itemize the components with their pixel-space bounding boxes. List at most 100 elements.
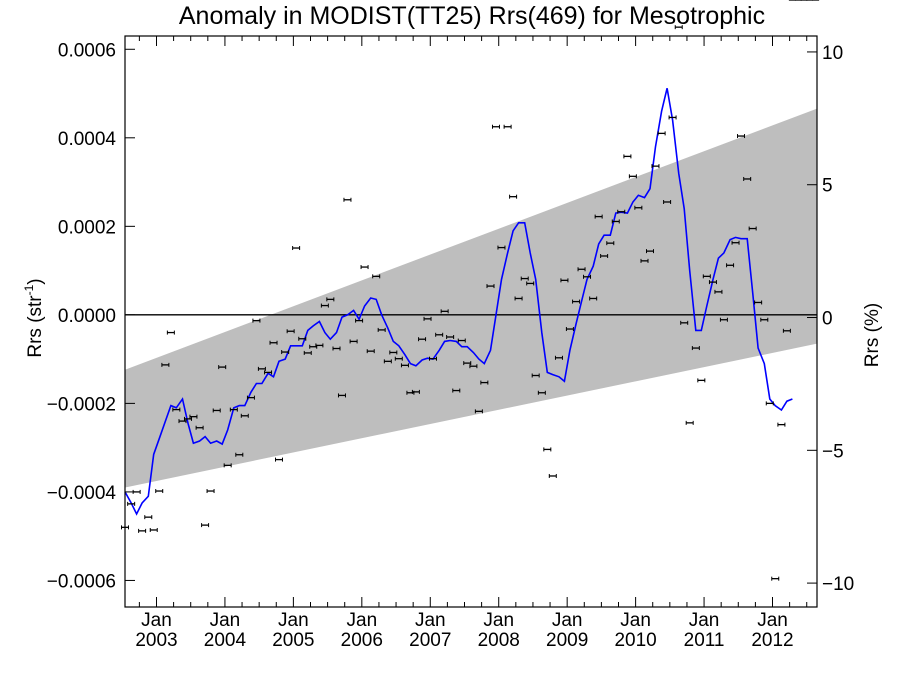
data-point	[737, 134, 746, 139]
data-point	[360, 265, 369, 270]
data-point	[634, 205, 643, 210]
x-tick-month-label: Jan	[757, 610, 788, 631]
data-point	[178, 419, 187, 424]
data-point	[161, 362, 170, 367]
data-point	[572, 299, 581, 304]
data-point	[298, 336, 307, 341]
data-point	[320, 303, 329, 308]
data-point	[480, 380, 489, 385]
data-point	[355, 318, 364, 323]
data-point	[617, 209, 626, 214]
data-point	[235, 452, 244, 457]
data-point	[640, 258, 649, 263]
x-tick-month-label: Jan	[552, 610, 583, 631]
x-tick-month-label: Jan	[141, 610, 172, 631]
y-axis-left-label: Rrs (str-1)	[22, 278, 46, 357]
data-point	[166, 330, 175, 335]
data-point	[743, 176, 752, 181]
data-point	[418, 337, 427, 342]
data-point	[560, 278, 569, 283]
x-tick-year-label: 2007	[409, 630, 451, 651]
y-left-tick-label: 0.0000	[58, 306, 116, 327]
data-point	[144, 515, 153, 520]
data-point	[543, 447, 552, 452]
data-point	[726, 263, 735, 268]
data-point	[663, 199, 672, 204]
x-tick-month-label: Jan	[347, 610, 378, 631]
x-tick-year-label: 2006	[341, 630, 383, 651]
data-point	[554, 355, 563, 360]
data-point	[685, 420, 694, 425]
data-point	[349, 339, 358, 344]
data-point	[520, 276, 529, 281]
data-point	[389, 350, 398, 355]
data-point	[206, 489, 215, 494]
x-tick-year-label: 2003	[135, 630, 177, 651]
data-point	[183, 416, 192, 421]
x-tick-month-label: Jan	[483, 610, 514, 631]
axes: −0.0006 −0.0004 −0.0002 0.0000 0.0002 0.0004 0…	[47, 35, 854, 651]
data-point	[223, 463, 232, 468]
data-point	[332, 346, 341, 351]
data-point	[503, 124, 512, 129]
data-point	[201, 523, 210, 528]
data-point	[760, 317, 769, 322]
data-point	[623, 154, 632, 159]
y-right-tick-label: 0	[822, 309, 833, 330]
data-point	[611, 219, 620, 224]
data-point	[657, 131, 666, 136]
data-point	[645, 249, 654, 254]
data-point	[777, 422, 786, 427]
data-point	[674, 25, 683, 30]
data-point	[606, 241, 615, 246]
data-point	[172, 407, 181, 412]
data-point	[423, 316, 432, 321]
data-point	[548, 473, 557, 478]
data-point	[400, 363, 409, 368]
chart-title: Anomaly in MODIST(TT25) Rrs(469) for Mes…	[179, 2, 765, 30]
data-point	[691, 346, 700, 351]
data-point	[668, 115, 677, 120]
data-point	[628, 174, 637, 179]
data-point	[281, 350, 290, 355]
x-tick-year-label: 2012	[751, 630, 793, 651]
data-point	[377, 327, 386, 332]
y-right-tick-label: 5	[822, 176, 833, 197]
data-point	[491, 124, 500, 129]
data-point	[195, 425, 204, 430]
y-axis-right-label: Rrs (%)	[862, 303, 883, 367]
data-point	[383, 359, 392, 364]
data-point	[589, 296, 598, 301]
data-point	[514, 296, 523, 301]
data-point	[435, 332, 444, 337]
data-point	[343, 197, 352, 202]
y-left-tick-label: 0.0006	[58, 40, 116, 61]
data-point	[446, 334, 455, 339]
x-tick-year-label: 2009	[546, 630, 588, 651]
data-point	[537, 390, 546, 395]
x-tick-month-label: Jan	[278, 610, 309, 631]
data-point	[469, 364, 478, 369]
data-point	[714, 289, 723, 294]
smoothed-series-line	[124, 88, 793, 516]
data-point	[275, 457, 284, 462]
data-point	[526, 281, 535, 286]
data-point	[292, 246, 301, 251]
data-point	[782, 328, 791, 333]
data-point	[212, 408, 221, 413]
data-point	[127, 501, 136, 506]
data-point	[315, 343, 324, 348]
data-point	[600, 253, 609, 258]
data-point	[577, 267, 586, 272]
data-point	[149, 527, 158, 532]
data-point	[708, 280, 717, 285]
x-tick-month-label: Jan	[620, 610, 651, 631]
data-point	[155, 489, 164, 494]
data-point	[440, 309, 449, 314]
y-right-tick-label: −10	[822, 574, 854, 595]
y-right-tick-label: −5	[822, 441, 844, 462]
data-point	[565, 327, 574, 332]
plot-area	[121, 0, 820, 581]
plot-frame	[124, 35, 818, 608]
trend-band	[125, 108, 817, 488]
